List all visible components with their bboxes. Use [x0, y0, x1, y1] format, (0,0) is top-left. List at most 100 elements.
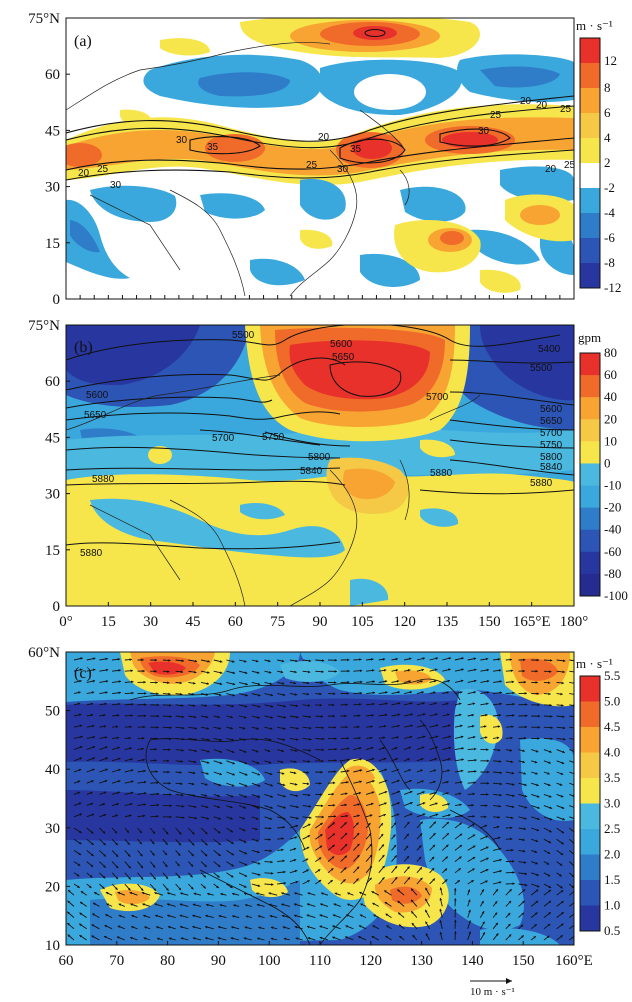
wind-arrow-head [359, 780, 362, 784]
wind-arrow-head [408, 657, 412, 661]
wind-arrow-head [178, 842, 181, 846]
wind-arrow-head [397, 900, 401, 904]
wind-arrow-head [294, 693, 298, 696]
wind-arrow-head [167, 670, 170, 673]
wind-arrow [569, 793, 574, 797]
wind-arrow-head [295, 749, 298, 753]
wind-arrow-head [144, 692, 147, 695]
wind-arrow-head [130, 758, 133, 761]
wind-arrow-head [294, 925, 298, 929]
wind-arrow-head [131, 780, 134, 783]
wind-arrow-head [218, 693, 222, 697]
wind-arrow-head [181, 793, 184, 797]
wind-arrow-head [255, 749, 259, 753]
wind-arrow-head [143, 769, 146, 773]
wind-arrow-head [181, 659, 184, 663]
wind-arrow-head [307, 892, 311, 895]
wind-arrow-head [156, 803, 160, 807]
wind-arrow-head [559, 783, 563, 786]
wind-arrow-head [166, 888, 169, 891]
wind-arrow-head [347, 758, 350, 762]
wind-arrow-head [367, 822, 371, 826]
wind-arrow-head [270, 784, 273, 787]
panel-a-x-ticks [65, 295, 575, 299]
wind-arrow-head [92, 768, 95, 772]
wind-arrow-head [257, 784, 261, 787]
wind-arrow-head [307, 835, 311, 838]
wind-arrow-head [131, 914, 135, 918]
wind-arrow-head [332, 936, 335, 939]
wind-arrow-head [91, 842, 94, 845]
wind-arrow-head [190, 886, 194, 890]
wind-arrow-head [116, 802, 119, 806]
wind-arrow-head [104, 925, 108, 928]
wind-arrow-head [372, 702, 375, 706]
wind-arrow-head [192, 831, 195, 835]
wind-arrow-head [130, 802, 133, 806]
wind-arrow-head [535, 749, 539, 753]
wind-arrow-head [244, 660, 247, 663]
wind-arrow-head [330, 868, 334, 871]
wind-arrow-head [432, 878, 435, 882]
wind-arrow-head [103, 791, 107, 794]
wind-arrow-head [359, 914, 363, 917]
wind-arrow-head [116, 736, 120, 740]
wind-arrow-head [431, 868, 435, 871]
wind-arrow-head [560, 772, 564, 775]
wind-arrow-head [164, 852, 167, 856]
panel-a-field [66, 18, 574, 297]
colorbar-label: 0 [604, 455, 611, 470]
wind-arrow-head [397, 724, 400, 728]
vector-scale-reference: 10 m · s⁻¹ [470, 978, 515, 998]
wind-arrow-head [472, 845, 476, 849]
wind-arrow-head [216, 885, 219, 889]
colorbar-swatch [580, 353, 600, 376]
colorbar-swatch [580, 854, 600, 881]
y-tick-label: 75°N [28, 11, 60, 27]
colorbar-swatch [580, 38, 600, 64]
wind-arrow-head [280, 670, 284, 674]
wind-arrow-head [169, 726, 172, 730]
wind-arrow-head [296, 715, 299, 719]
wind-arrow-head [191, 842, 195, 846]
wind-arrow-head [420, 680, 423, 683]
wind-arrow-head [473, 679, 477, 683]
wind-arrow-head [181, 748, 184, 752]
wind-arrow-head [434, 791, 437, 795]
wind-arrow-head [169, 815, 172, 819]
wind-arrow-head [524, 817, 527, 820]
wind-arrow-head [193, 892, 197, 896]
wind-arrow-head [117, 746, 120, 750]
wind-arrow-head [409, 735, 413, 739]
contour-label: 5400 [538, 344, 561, 355]
colorbar-label: 1.5 [604, 872, 620, 887]
wind-arrow-head [321, 737, 325, 741]
contour-label: 5500 [232, 330, 255, 341]
wind-arrow-head [368, 833, 372, 836]
wind-arrow-head [243, 840, 247, 843]
wind-arrow-head [484, 815, 487, 819]
wind-arrow-head [115, 854, 119, 857]
wind-arrow-head [180, 937, 184, 940]
wind-arrow-head [435, 746, 438, 749]
colorbar-swatch [580, 138, 600, 164]
wind-arrow-head [283, 937, 287, 941]
wind-arrow-head [473, 781, 476, 785]
wind-arrow-head [536, 658, 539, 662]
wind-arrow-head [498, 804, 501, 808]
wind-arrow-head [509, 749, 513, 752]
wind-arrow-head [206, 761, 210, 764]
wind-arrow-head [256, 761, 260, 765]
x-tick-label: 105 [351, 614, 374, 630]
wind-arrow-head [204, 831, 208, 835]
wind-arrow-head [409, 813, 413, 816]
wind-arrow-head [358, 736, 361, 740]
wind-arrow-head [434, 668, 438, 672]
wind-arrow-head [105, 691, 108, 694]
wind-arrow-head [345, 936, 348, 939]
wind-arrow-head [242, 828, 246, 832]
wind-arrow-head [167, 681, 170, 685]
wind-arrow-head [394, 866, 398, 869]
wind-arrow-head [167, 914, 170, 918]
wind-arrow-head [560, 692, 563, 696]
